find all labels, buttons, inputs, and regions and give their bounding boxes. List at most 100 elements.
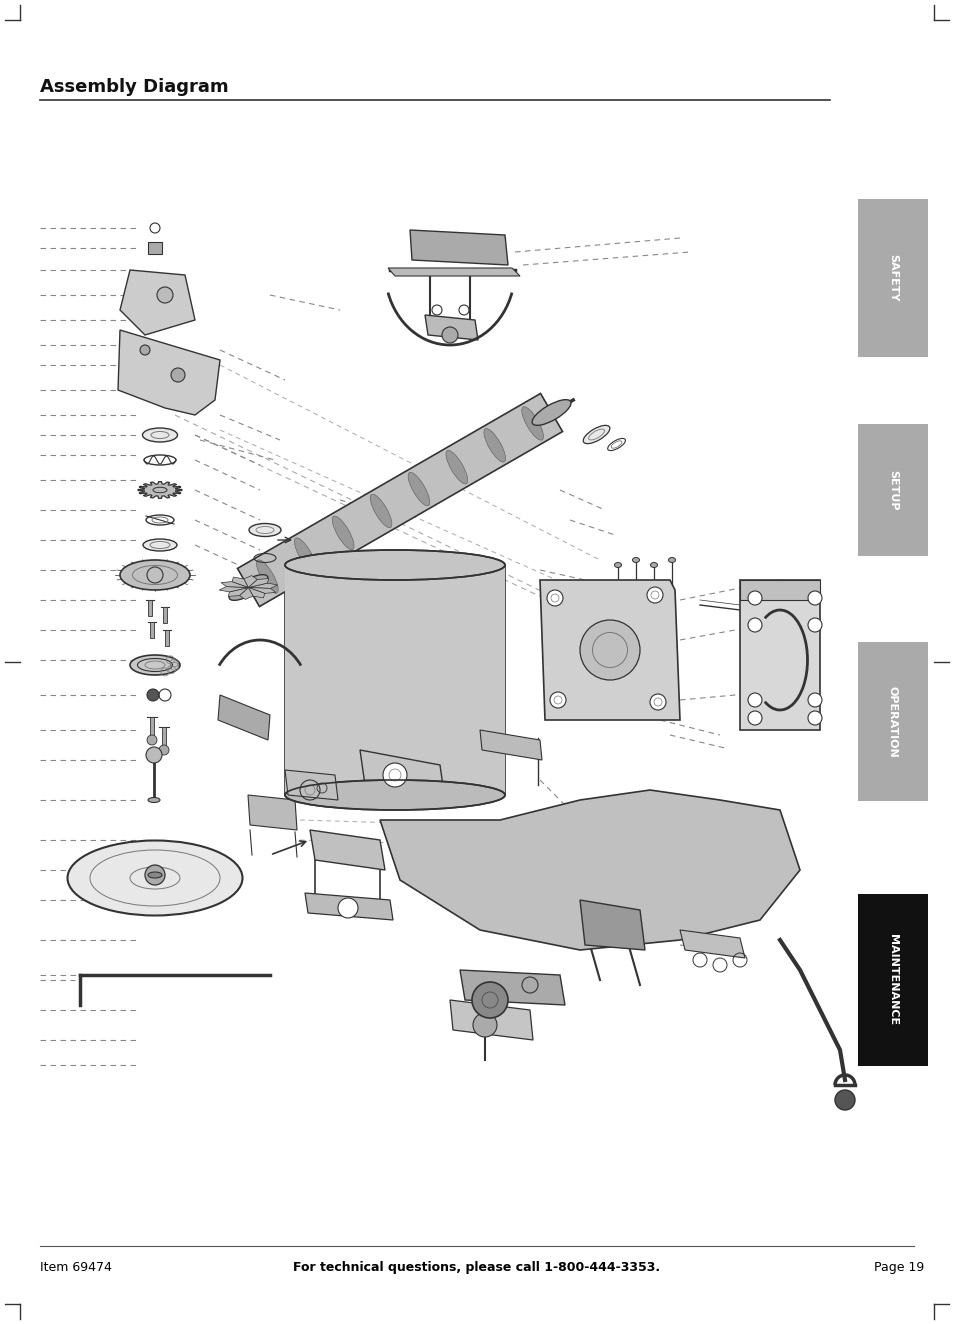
Polygon shape <box>679 929 744 959</box>
Text: SETUP: SETUP <box>887 470 897 510</box>
Ellipse shape <box>148 797 160 802</box>
Ellipse shape <box>332 516 354 549</box>
Circle shape <box>147 688 159 700</box>
Circle shape <box>550 692 565 708</box>
Ellipse shape <box>446 450 467 483</box>
Ellipse shape <box>408 473 429 506</box>
Circle shape <box>157 287 172 303</box>
Bar <box>162 727 166 749</box>
Circle shape <box>649 694 665 710</box>
Circle shape <box>807 692 821 707</box>
Polygon shape <box>232 577 248 588</box>
Polygon shape <box>424 315 477 340</box>
Ellipse shape <box>68 841 242 915</box>
Polygon shape <box>479 730 541 760</box>
Ellipse shape <box>632 557 639 563</box>
Circle shape <box>146 747 162 763</box>
Ellipse shape <box>142 428 177 442</box>
Ellipse shape <box>579 620 639 681</box>
Polygon shape <box>244 576 257 588</box>
Ellipse shape <box>650 563 657 568</box>
Polygon shape <box>237 393 562 606</box>
Polygon shape <box>248 794 296 830</box>
Circle shape <box>646 587 662 602</box>
Polygon shape <box>221 581 248 588</box>
Polygon shape <box>359 749 444 800</box>
Ellipse shape <box>249 523 281 536</box>
Circle shape <box>473 1013 497 1037</box>
Polygon shape <box>539 580 679 720</box>
Circle shape <box>834 1090 854 1110</box>
Circle shape <box>472 982 507 1018</box>
Bar <box>857 424 927 556</box>
Text: SAFETY: SAFETY <box>887 254 897 302</box>
Ellipse shape <box>130 655 180 675</box>
Polygon shape <box>138 482 182 498</box>
Ellipse shape <box>614 563 620 568</box>
Polygon shape <box>239 588 253 600</box>
Text: OPERATION: OPERATION <box>887 686 897 757</box>
Circle shape <box>747 711 761 726</box>
Polygon shape <box>285 771 337 800</box>
Ellipse shape <box>521 406 543 440</box>
Ellipse shape <box>285 780 504 810</box>
Bar <box>148 600 152 616</box>
Text: Assembly Diagram: Assembly Diagram <box>40 78 229 97</box>
Polygon shape <box>379 790 800 951</box>
Text: For technical questions, please call 1-800-444-3353.: For technical questions, please call 1-8… <box>294 1260 659 1274</box>
Polygon shape <box>740 580 820 600</box>
Polygon shape <box>579 900 644 951</box>
Circle shape <box>337 898 357 918</box>
Bar <box>148 242 162 254</box>
Bar <box>150 718 153 739</box>
Circle shape <box>807 618 821 632</box>
Ellipse shape <box>370 494 392 528</box>
Polygon shape <box>388 267 519 275</box>
Polygon shape <box>410 230 507 265</box>
Text: Page 19: Page 19 <box>873 1260 923 1274</box>
Bar <box>857 894 927 1066</box>
Bar <box>165 630 169 646</box>
Polygon shape <box>450 1000 533 1039</box>
Text: Item 69474: Item 69474 <box>40 1260 112 1274</box>
Circle shape <box>145 865 165 884</box>
Polygon shape <box>285 565 504 794</box>
Circle shape <box>546 591 562 606</box>
Polygon shape <box>248 588 265 598</box>
Polygon shape <box>218 695 270 740</box>
Polygon shape <box>120 270 194 335</box>
Polygon shape <box>305 892 393 920</box>
Ellipse shape <box>532 400 571 425</box>
Ellipse shape <box>143 539 177 551</box>
Polygon shape <box>740 580 820 730</box>
Ellipse shape <box>294 538 315 572</box>
Circle shape <box>171 368 185 383</box>
Bar <box>163 606 167 624</box>
Polygon shape <box>248 588 275 593</box>
Ellipse shape <box>668 557 675 563</box>
Bar <box>857 642 927 801</box>
Ellipse shape <box>120 560 190 591</box>
Bar <box>150 622 153 638</box>
Ellipse shape <box>285 549 504 580</box>
Circle shape <box>747 618 761 632</box>
Polygon shape <box>228 588 248 596</box>
Text: MAINTENANCE: MAINTENANCE <box>887 935 897 1025</box>
Circle shape <box>147 735 157 745</box>
Ellipse shape <box>483 429 505 462</box>
Circle shape <box>441 327 457 343</box>
Circle shape <box>807 711 821 726</box>
Ellipse shape <box>148 873 162 878</box>
Circle shape <box>382 763 407 786</box>
Polygon shape <box>459 970 564 1005</box>
Circle shape <box>747 692 761 707</box>
Bar <box>857 199 927 357</box>
Circle shape <box>807 591 821 605</box>
Circle shape <box>140 346 150 355</box>
Ellipse shape <box>229 575 268 600</box>
Polygon shape <box>118 330 220 414</box>
Circle shape <box>747 591 761 605</box>
Polygon shape <box>248 579 268 588</box>
Polygon shape <box>310 830 385 870</box>
Circle shape <box>159 745 169 755</box>
